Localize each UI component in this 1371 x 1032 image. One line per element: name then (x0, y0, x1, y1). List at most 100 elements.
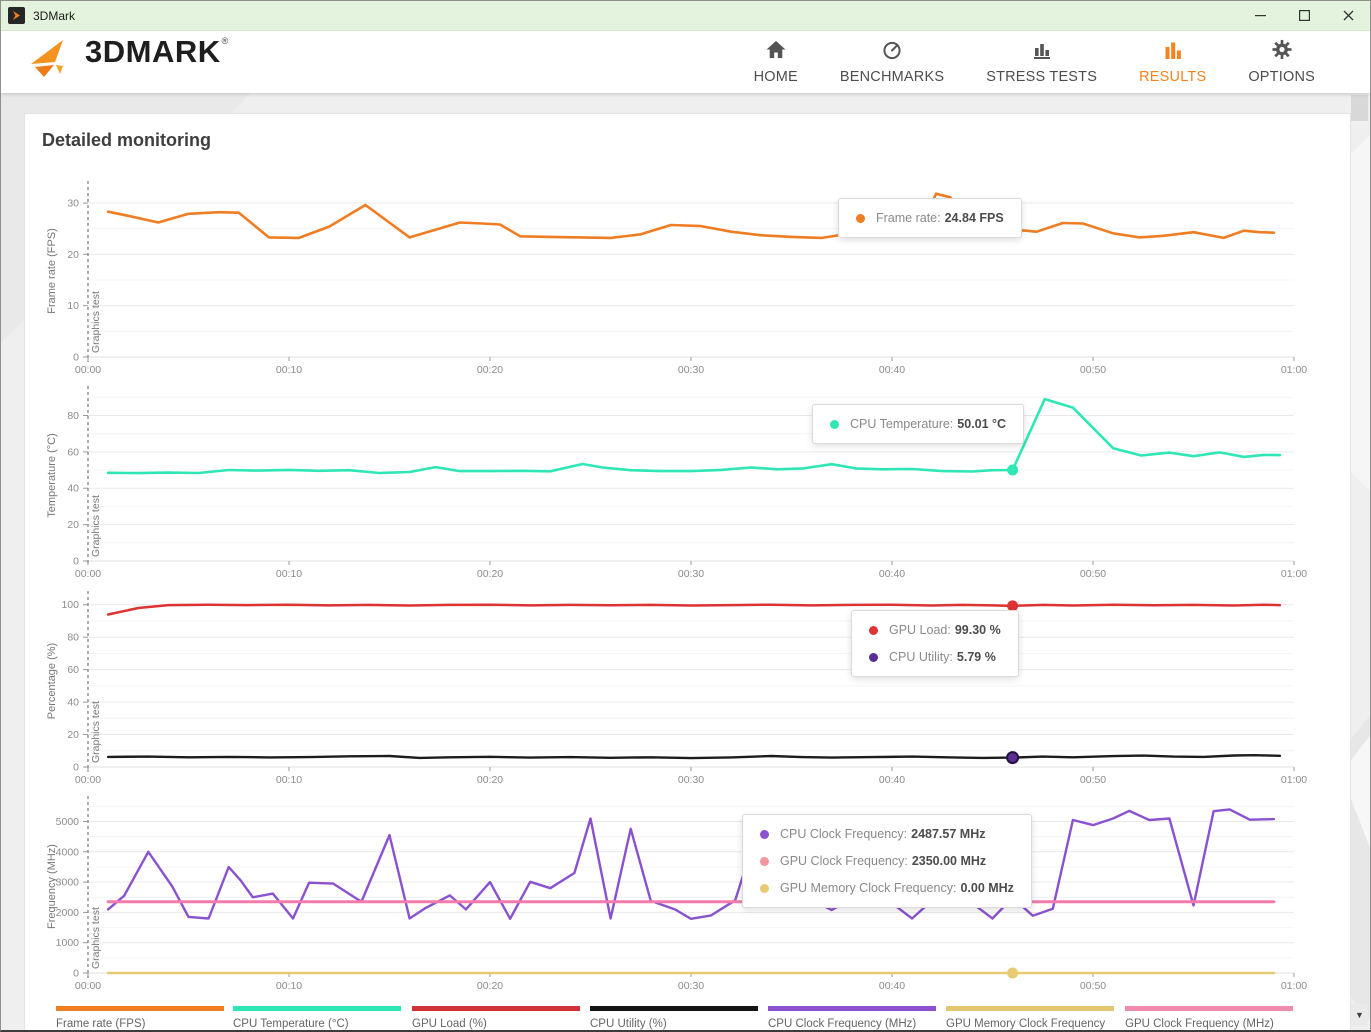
nav-label: OPTIONS (1248, 69, 1315, 85)
bars-icon (1031, 39, 1053, 65)
svg-text:00:10: 00:10 (276, 774, 302, 786)
gauge-icon (881, 39, 903, 65)
legend-label: CPU Temperature (°C) (233, 1018, 401, 1030)
scrollbar-down-arrow[interactable]: ▼ (1351, 1004, 1368, 1026)
svg-text:0: 0 (73, 762, 79, 774)
legend-item-0[interactable]: Frame rate (FPS) (56, 1006, 224, 1030)
svg-text:Graphics test: Graphics test (90, 907, 102, 969)
svg-text:80: 80 (67, 632, 79, 644)
axes: 01000200030004000500000:0000:1000:2000:3… (46, 796, 1307, 992)
legend-label: CPU Utility (%) (590, 1018, 758, 1030)
svg-text:01:00: 01:00 (1281, 774, 1307, 786)
brand-wordmark: 3DMARK (85, 36, 221, 67)
highlight-dot (1007, 968, 1018, 979)
svg-text:0: 0 (73, 556, 79, 568)
highlight-dot (1007, 465, 1018, 476)
svg-text:00:20: 00:20 (477, 568, 503, 580)
svg-text:00:40: 00:40 (879, 774, 905, 786)
svg-text:Temperature (°C): Temperature (°C) (46, 433, 58, 517)
chart-2[interactable]: 02040608010000:0000:1000:2000:3000:4000:… (46, 591, 1307, 786)
tooltip-row: CPU Utility: 5.79 % (869, 650, 1001, 664)
tooltip-row: GPU Memory Clock Frequency: 0.00 MHz (760, 881, 1014, 895)
legend-item-5[interactable]: GPU Memory Clock Frequency (MHz) (946, 1006, 1114, 1032)
nav-item-benchmarks[interactable]: BENCHMARKS (819, 39, 965, 85)
svg-text:Percentage (%): Percentage (%) (46, 643, 58, 719)
legend-item-3[interactable]: CPU Utility (%) (590, 1006, 758, 1030)
scrollbar-thumb[interactable] (1351, 95, 1368, 121)
svg-text:3000: 3000 (56, 877, 80, 889)
tooltip-label: CPU Temperature: (850, 417, 953, 431)
tooltip-label: GPU Memory Clock Frequency: (780, 881, 956, 895)
svg-text:40: 40 (67, 483, 79, 495)
legend-item-6[interactable]: GPU Clock Frequency (MHz) (1125, 1006, 1293, 1030)
gridlines (88, 397, 1294, 561)
legend-color-bar (590, 1006, 758, 1011)
tooltip-row: GPU Load:99.30 % (869, 623, 1001, 637)
legend-item-1[interactable]: CPU Temperature (°C) (233, 1006, 401, 1030)
legend-color-bar (1125, 1006, 1293, 1011)
legend-item-2[interactable]: GPU Load (%) (412, 1006, 580, 1030)
legend-label: GPU Clock Frequency (MHz) (1125, 1018, 1293, 1030)
tooltip-value: 2487.57 MHz (911, 827, 985, 841)
svg-text:Graphics test: Graphics test (90, 291, 102, 353)
nav-label: HOME (754, 69, 798, 85)
tooltip-label: GPU Clock Frequency: (780, 854, 908, 868)
legend-color-bar (56, 1006, 224, 1011)
tooltip-value: 2350.00 MHz (912, 854, 986, 868)
legend-item-4[interactable]: CPU Clock Frequency (MHz) (768, 1006, 936, 1030)
svg-text:1000: 1000 (56, 937, 80, 949)
svg-text:00:30: 00:30 (678, 364, 704, 376)
series-line (108, 755, 1280, 758)
nav-item-home[interactable]: HOME (733, 39, 819, 85)
tooltip-label: GPU Load: (889, 623, 951, 637)
chart-0[interactable]: 010203000:0000:1000:2000:3000:4000:5001:… (46, 181, 1307, 376)
monitoring-charts[interactable]: 010203000:0000:1000:2000:3000:4000:5001:… (25, 114, 1350, 1032)
svg-text:00:30: 00:30 (678, 980, 704, 992)
tooltip-label: CPU Utility: (889, 650, 953, 664)
nav-item-stress-tests[interactable]: STRESS TESTS (965, 39, 1118, 85)
tooltip-label: CPU Clock Frequency: (780, 827, 907, 841)
close-button[interactable] (1326, 1, 1370, 30)
tooltip-value: 5.79 % (957, 650, 996, 664)
svg-text:00:50: 00:50 (1080, 568, 1106, 580)
brand-arrow-icon (29, 36, 75, 87)
svg-text:00:40: 00:40 (879, 364, 905, 376)
chart-tooltip-0: Frame rate:24.84 FPS (838, 198, 1022, 238)
app-icon (8, 7, 25, 24)
svg-text:00:50: 00:50 (1080, 364, 1106, 376)
tooltip-value: 0.00 MHz (960, 881, 1014, 895)
legend-label: GPU Load (%) (412, 1018, 580, 1030)
home-icon (765, 39, 787, 65)
chart-legend: Frame rate (FPS) CPU Temperature (°C) GPU … (25, 1006, 1350, 1032)
svg-text:00:00: 00:00 (75, 568, 101, 580)
svg-text:20: 20 (67, 249, 79, 261)
svg-text:5000: 5000 (56, 816, 80, 828)
svg-text:60: 60 (67, 446, 79, 458)
series-line (108, 399, 1280, 473)
maximize-button[interactable] (1282, 1, 1326, 30)
minimize-button[interactable] (1238, 1, 1282, 30)
tooltip-series-dot (856, 214, 865, 223)
nav-item-options[interactable]: OPTIONS (1227, 39, 1336, 85)
svg-text:00:20: 00:20 (477, 980, 503, 992)
svg-text:60: 60 (67, 664, 79, 676)
svg-text:00:50: 00:50 (1080, 980, 1106, 992)
svg-text:00:50: 00:50 (1080, 774, 1106, 786)
tooltip-series-dot (760, 857, 769, 866)
chart-3[interactable]: 01000200030004000500000:0000:1000:2000:3… (46, 796, 1307, 992)
svg-text:0: 0 (73, 968, 79, 980)
svg-text:00:00: 00:00 (75, 980, 101, 992)
tooltip-row: CPU Clock Frequency: 2487.57 MHz (760, 827, 1014, 841)
scrollbar[interactable]: ▼ (1351, 95, 1368, 1026)
brand-logo: 3DMARK ® (29, 36, 228, 87)
svg-text:Graphics test: Graphics test (90, 495, 102, 557)
tooltip-series-dot (760, 884, 769, 893)
nav-item-results[interactable]: RESULTS (1118, 39, 1227, 85)
svg-text:00:30: 00:30 (678, 568, 704, 580)
tooltip-series-dot (869, 653, 878, 662)
main-nav: 3DMARK ® HOME BENCHMARKSSTRESS TESTSRESUL… (1, 30, 1370, 93)
chart-1[interactable]: 02040608000:0000:1000:2000:3000:4000:500… (46, 386, 1307, 580)
gridlines (88, 605, 1294, 767)
legend-label: CPU Clock Frequency (MHz) (768, 1018, 936, 1030)
svg-text:00:20: 00:20 (477, 364, 503, 376)
